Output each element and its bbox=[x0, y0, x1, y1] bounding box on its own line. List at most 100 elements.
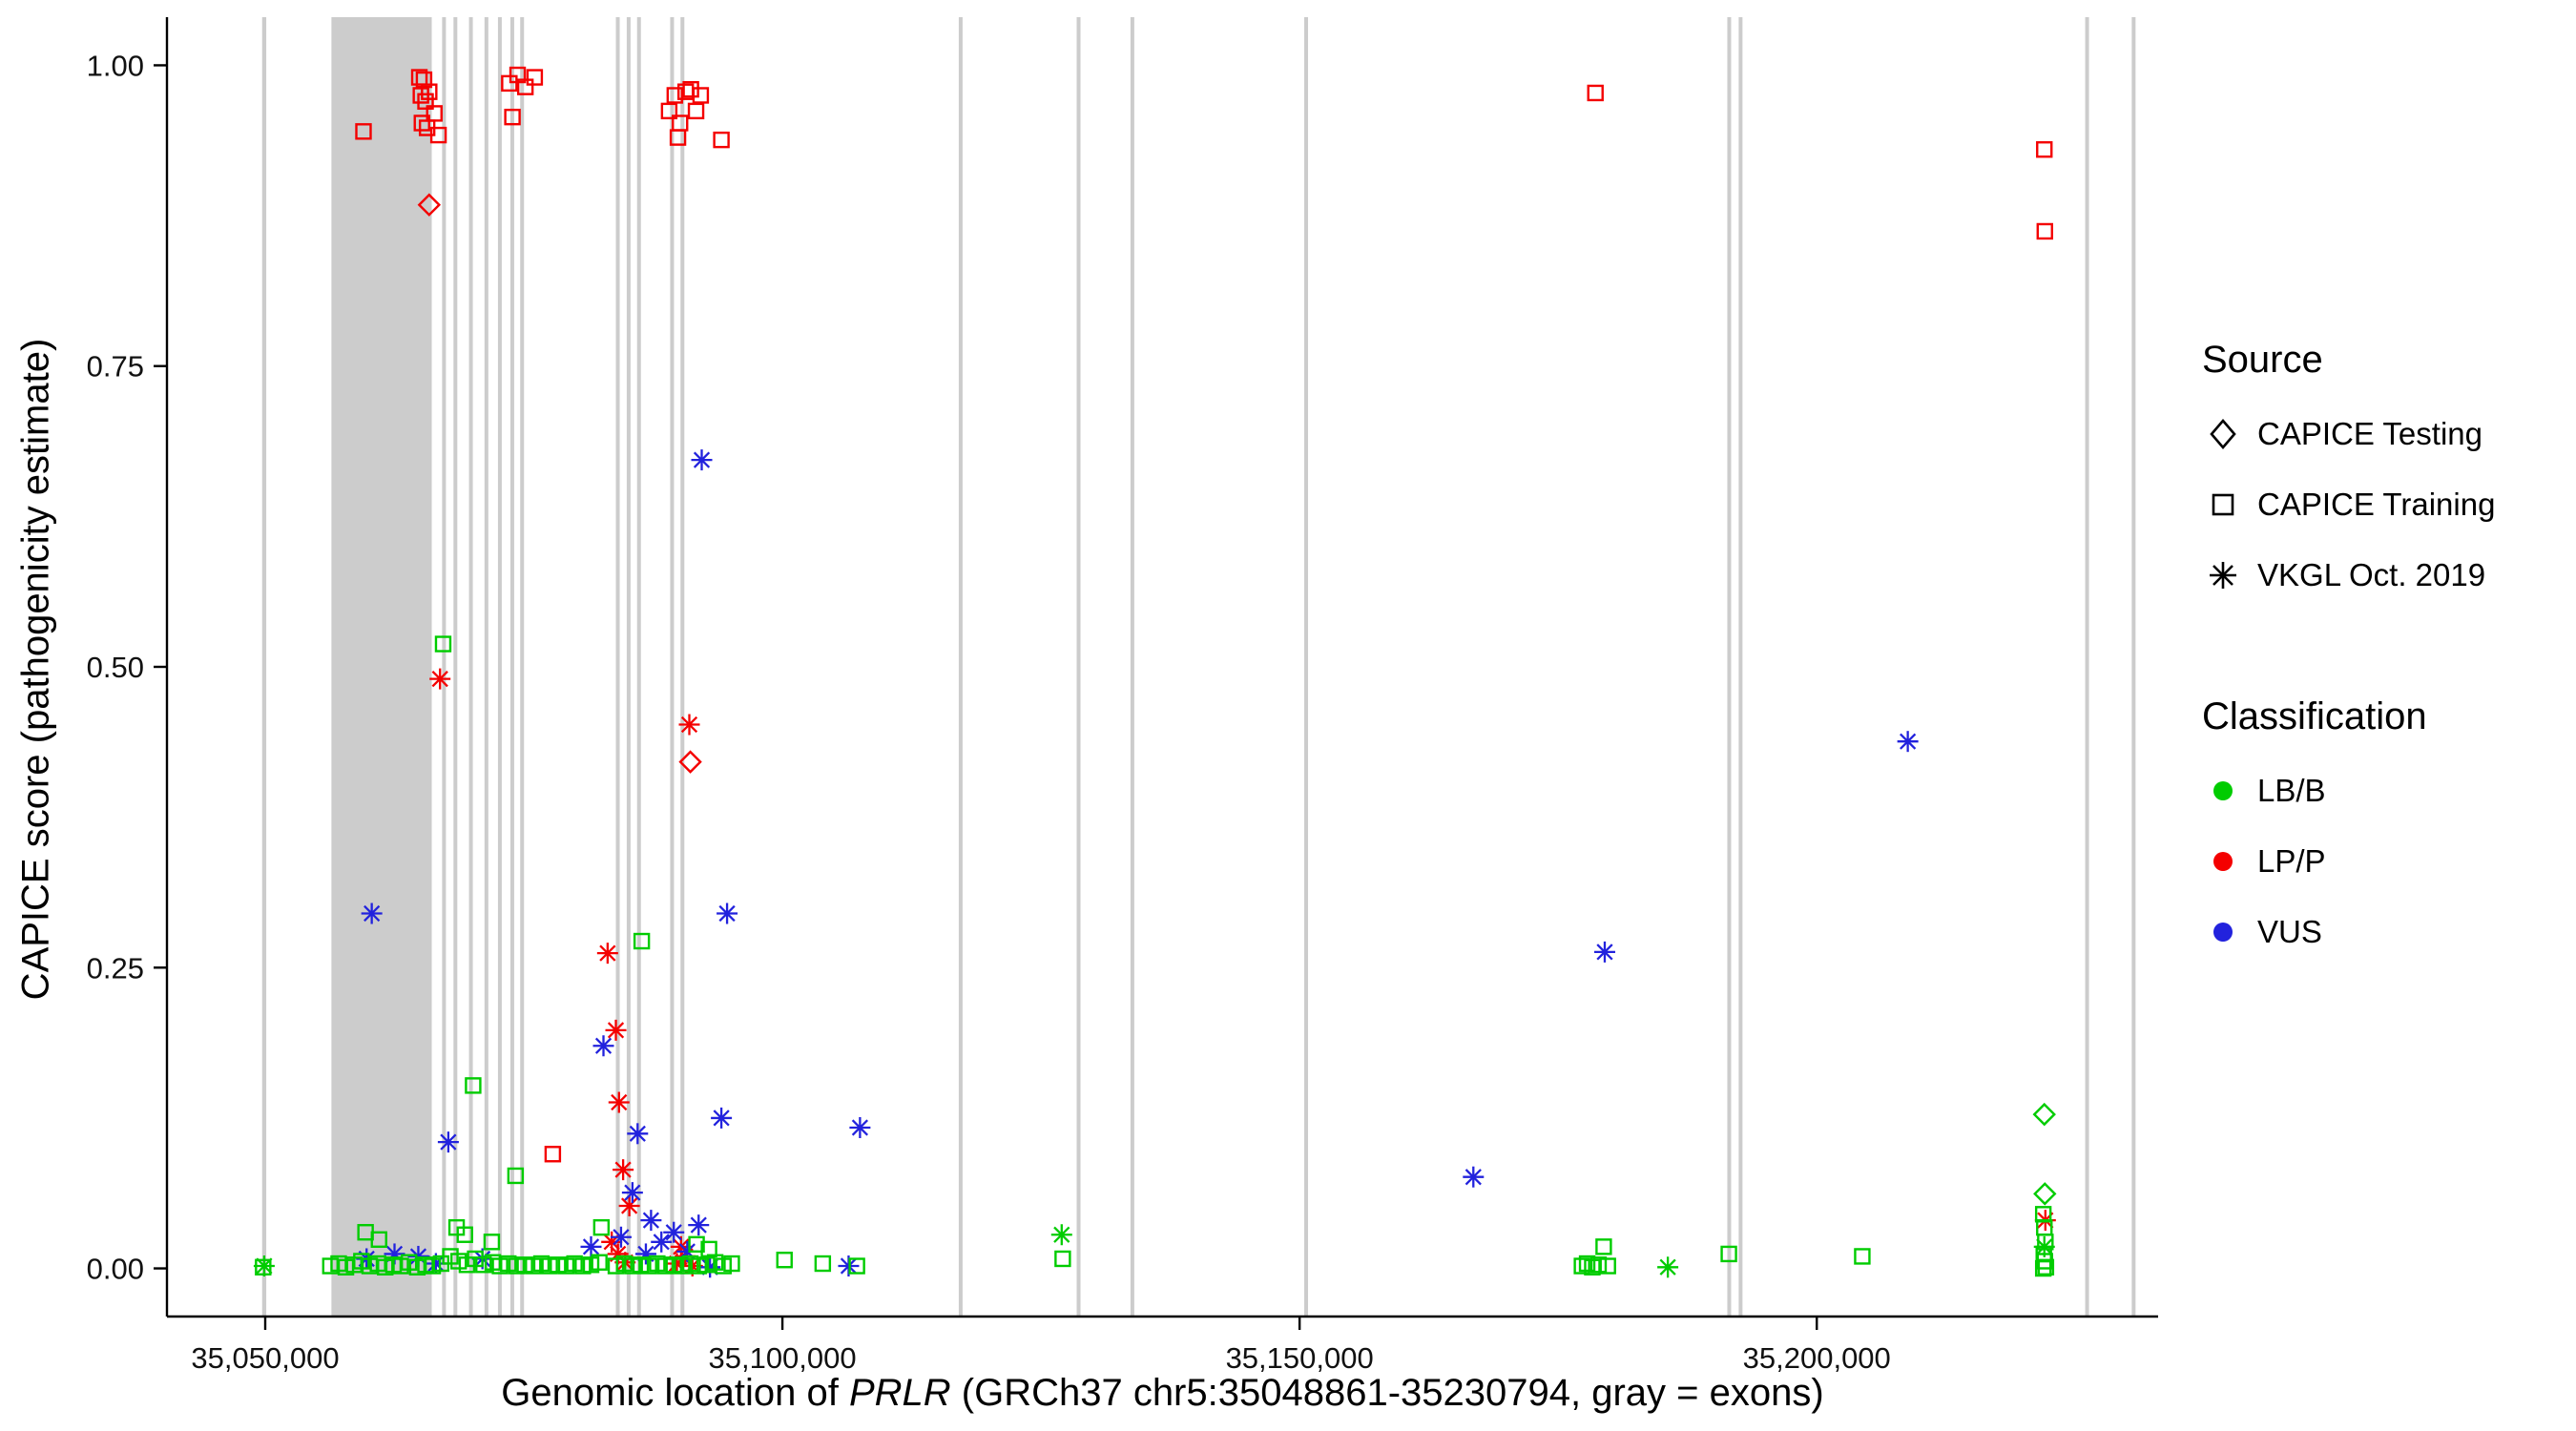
data-point-square bbox=[2036, 222, 2053, 240]
data-point-asterisk bbox=[2033, 1235, 2055, 1257]
x-tick-label: 35,100,000 bbox=[708, 1341, 856, 1375]
legend-label-vus: VUS bbox=[2257, 914, 2322, 949]
data-point-square bbox=[713, 131, 730, 149]
data-point-diamond bbox=[2033, 1182, 2057, 1206]
data-point-square bbox=[410, 69, 428, 86]
data-point-square bbox=[417, 93, 434, 110]
exon-band bbox=[636, 17, 641, 1317]
legend-item-capice-testing: CAPICE Testing bbox=[2202, 399, 2576, 469]
data-point-square bbox=[723, 1255, 740, 1273]
data-point-square bbox=[776, 1252, 793, 1269]
legend: Source CAPICE Testing CAPICE Training bbox=[2202, 336, 2576, 967]
exon-band bbox=[520, 17, 525, 1317]
y-axis-title: CAPICE score (pathogenicity estimate) bbox=[14, 338, 57, 1001]
legend-label-vkgl: VKGL Oct. 2019 bbox=[2257, 557, 2486, 592]
data-point-square bbox=[2037, 1258, 2055, 1275]
legend-item-vus: VUS bbox=[2202, 897, 2576, 967]
data-point-square bbox=[355, 123, 372, 140]
data-point-asterisk bbox=[1657, 1256, 1679, 1278]
data-point-square bbox=[1587, 84, 1604, 102]
data-point-square bbox=[633, 932, 651, 950]
exon-band bbox=[1738, 17, 1743, 1317]
data-point-diamond bbox=[417, 193, 442, 217]
exon-band bbox=[1727, 17, 1732, 1317]
exon-band bbox=[1076, 17, 1081, 1317]
data-point-asterisk bbox=[651, 1231, 673, 1253]
legend-item-capice-training: CAPICE Training bbox=[2202, 469, 2576, 540]
data-point-asterisk bbox=[592, 1035, 614, 1057]
data-point-square bbox=[1573, 1257, 1590, 1275]
exon-band bbox=[958, 17, 963, 1317]
data-point-asterisk bbox=[688, 1214, 710, 1236]
data-point-square bbox=[591, 1254, 608, 1271]
exon-band bbox=[680, 17, 685, 1317]
legend-label-lbb: LB/B bbox=[2257, 773, 2326, 808]
data-point-square bbox=[1054, 1250, 1071, 1268]
legend-label-lpp: LP/P bbox=[2257, 843, 2326, 879]
data-point-square bbox=[669, 129, 687, 146]
data-point-square bbox=[687, 102, 705, 120]
data-point-square bbox=[666, 87, 684, 104]
data-point-asterisk bbox=[361, 902, 383, 924]
data-point-square bbox=[507, 1167, 525, 1185]
data-point-asterisk bbox=[627, 1123, 649, 1145]
legend-item-lbb: LB/B bbox=[2202, 756, 2576, 826]
data-point-asterisk bbox=[678, 714, 700, 736]
data-point-square bbox=[814, 1255, 832, 1273]
x-axis-title-prefix: Genomic location of bbox=[501, 1372, 849, 1414]
x-tick-label: 35,050,000 bbox=[191, 1341, 339, 1375]
data-point-square bbox=[1720, 1245, 1737, 1263]
data-point-asterisk bbox=[1050, 1224, 1072, 1246]
data-point-asterisk bbox=[429, 668, 451, 690]
data-point-square bbox=[421, 83, 438, 100]
legend-gap bbox=[2202, 611, 2576, 693]
data-point-asterisk bbox=[1463, 1166, 1485, 1188]
data-point-asterisk bbox=[1593, 941, 1615, 963]
data-point-square bbox=[544, 1146, 562, 1163]
data-point-square bbox=[1578, 1255, 1596, 1273]
data-point-square bbox=[434, 635, 452, 653]
data-point-square bbox=[526, 69, 544, 86]
data-point-asterisk bbox=[849, 1117, 871, 1139]
asterisk-icon bbox=[2210, 562, 2236, 589]
diamond-icon bbox=[2210, 419, 2236, 449]
gene-symbol: PRLR bbox=[848, 1372, 951, 1414]
exon-band bbox=[468, 17, 473, 1317]
data-point-square bbox=[1589, 1256, 1608, 1274]
lbb-dot-icon bbox=[2213, 781, 2233, 800]
data-point-asterisk bbox=[618, 1194, 640, 1216]
data-point-asterisk bbox=[610, 1226, 632, 1248]
lpp-dot-icon bbox=[2213, 852, 2233, 871]
y-tick-label: 0.25 bbox=[87, 951, 144, 985]
data-point-square bbox=[1595, 1238, 1612, 1255]
exon-band bbox=[442, 17, 447, 1317]
exon-band bbox=[626, 17, 631, 1317]
x-axis-title: Genomic location of PRLR (GRCh37 chr5:35… bbox=[167, 1372, 2158, 1415]
exon-band bbox=[1130, 17, 1134, 1317]
data-point-diamond bbox=[2032, 1102, 2056, 1127]
exon-band bbox=[497, 17, 502, 1317]
exon-band bbox=[509, 17, 514, 1317]
data-point-square bbox=[1854, 1248, 1871, 1265]
legend-label-capice-training: CAPICE Training bbox=[2257, 487, 2496, 522]
y-tick-label: 1.00 bbox=[87, 49, 144, 82]
exon-band bbox=[1304, 17, 1309, 1317]
data-point-square bbox=[483, 1234, 501, 1251]
legend-item-lpp: LP/P bbox=[2202, 826, 2576, 897]
data-point-asterisk bbox=[621, 1182, 643, 1204]
data-point-square bbox=[413, 114, 430, 132]
data-point-asterisk bbox=[691, 449, 713, 471]
data-point-asterisk bbox=[717, 902, 738, 924]
legend-classification-title: Classification bbox=[2202, 695, 2427, 737]
data-point-square bbox=[2034, 1259, 2052, 1277]
data-point-asterisk bbox=[711, 1107, 733, 1129]
data-point-square bbox=[592, 1218, 611, 1236]
data-point-asterisk bbox=[580, 1235, 602, 1257]
data-point-square bbox=[2036, 141, 2053, 158]
legend-label-capice-testing: CAPICE Testing bbox=[2257, 416, 2483, 451]
data-point-square bbox=[415, 71, 433, 89]
data-point-square bbox=[429, 126, 447, 144]
y-tick-label: 0.00 bbox=[87, 1253, 144, 1286]
data-point-asterisk bbox=[605, 1019, 627, 1041]
